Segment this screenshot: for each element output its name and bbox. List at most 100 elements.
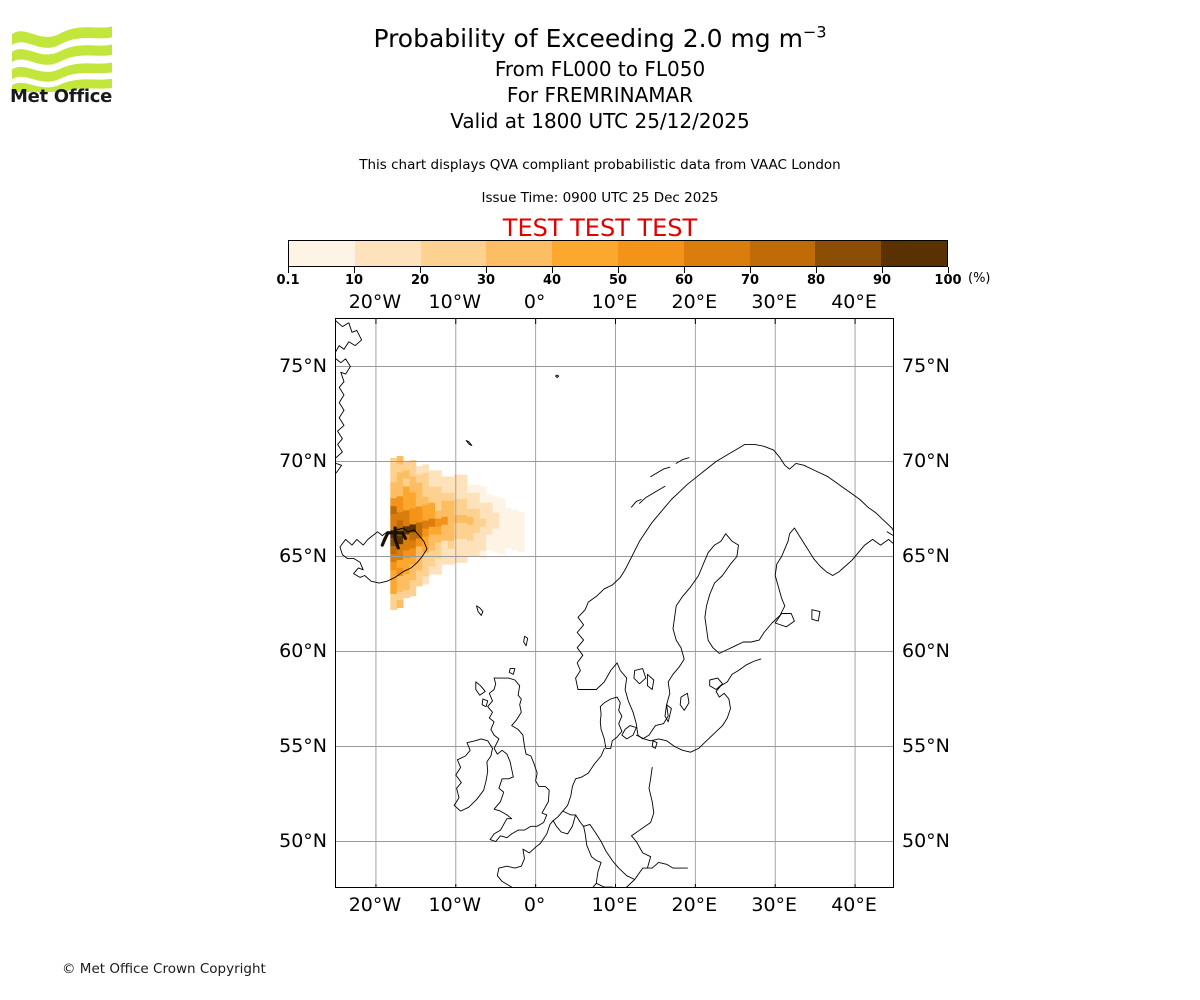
colorbar-swatch-7	[749, 241, 816, 266]
ash-grid-cell	[409, 492, 417, 501]
ash-grid-cell	[492, 496, 500, 505]
ash-grid-cell	[473, 548, 481, 557]
ash-grid-cell	[422, 520, 430, 529]
ash-grid-cell	[447, 540, 455, 549]
coastline-path	[583, 823, 653, 880]
ash-grid-cell	[447, 524, 455, 533]
ash-grid-cell	[492, 512, 500, 521]
colorbar-swatch-3	[486, 241, 553, 266]
ash-grid-cell	[409, 476, 417, 485]
ash-grid-cell	[415, 569, 423, 579]
ash-grid-cell	[396, 519, 404, 529]
ash-grid-cell	[492, 504, 500, 513]
ash-probability-heatmap	[390, 455, 525, 610]
ash-grid-cell	[454, 490, 461, 499]
ash-grid-cell	[409, 524, 417, 533]
ash-grid-cell	[422, 496, 430, 505]
ash-grid-cell	[428, 534, 436, 543]
lat-label-left-70°N: 70°N	[279, 449, 327, 472]
ash-grid-cell	[396, 551, 404, 561]
coastline-path	[336, 320, 363, 352]
ash-grid-cell	[390, 561, 398, 571]
ash-grid-cell	[479, 550, 487, 559]
ash-grid-cell	[396, 559, 404, 569]
lat-label-right-70°N: 70°N	[902, 449, 950, 472]
ash-grid-cell	[486, 526, 493, 535]
graticule-grid	[336, 319, 893, 887]
ash-grid-cell	[422, 528, 430, 537]
ash-grid-cell	[435, 486, 442, 495]
ash-grid-cell	[454, 530, 461, 539]
ash-grid-cell	[428, 558, 436, 567]
coastline-path	[611, 886, 613, 887]
map-plot-area[interactable]	[335, 318, 894, 888]
coastline-path	[476, 605, 484, 616]
ash-grid-cell	[403, 549, 410, 559]
ash-grid-cell	[415, 577, 423, 587]
coastline-path	[475, 681, 486, 696]
lon-label-20°W: 20°W	[348, 291, 402, 313]
ash-grid-cell	[492, 520, 500, 529]
colorbar-ticks	[288, 267, 949, 275]
ash-grid-cell	[511, 509, 519, 519]
ash-grid-cell	[460, 530, 468, 539]
ash-grid-cell	[460, 522, 468, 531]
ash-grid-cell	[441, 500, 449, 509]
volcano-marker-stroke	[393, 537, 400, 550]
ash-grid-cell	[447, 556, 455, 565]
colorbar-swatch-2	[420, 241, 487, 266]
ash-grid-cell	[435, 542, 442, 551]
ash-grid-cell	[505, 539, 513, 549]
ash-grid-cell	[441, 556, 449, 565]
colorbar-tick	[552, 267, 553, 273]
qva-compliance-note: This chart displays QVA compliant probab…	[359, 157, 841, 173]
coastline-path	[577, 527, 893, 740]
ash-grid-cell	[428, 494, 436, 503]
ash-grid-cell	[422, 504, 430, 513]
ash-grid-cell	[466, 548, 474, 557]
ash-grid-cell	[409, 571, 417, 581]
volcano-source-marker	[380, 526, 408, 550]
ash-grid-cell	[460, 546, 468, 555]
coastline-path	[481, 698, 489, 708]
ash-grid-cell	[415, 562, 423, 571]
lat-label-left-60°N: 60°N	[279, 639, 327, 662]
coastline-path	[339, 527, 428, 584]
ash-grid-cell	[396, 583, 404, 593]
ash-grid-cell	[511, 525, 519, 535]
ash-grid-cell	[441, 532, 449, 541]
ash-grid-cell	[473, 516, 481, 525]
coastline-path	[774, 613, 795, 628]
coastline-path	[523, 635, 529, 647]
lat-label-left-50°N: 50°N	[279, 829, 327, 852]
ash-grid-cell	[396, 543, 404, 553]
ash-grid-cell	[409, 508, 417, 517]
ash-grid-cell	[390, 465, 398, 475]
ash-grid-cell	[486, 494, 493, 503]
ash-grid-cell	[435, 510, 442, 519]
coastline-path	[639, 485, 666, 504]
lon-label-30°E: 30°E	[751, 291, 798, 313]
ash-grid-cell	[473, 500, 481, 509]
ash-grid-cell	[454, 474, 461, 483]
ash-grid-cell	[390, 481, 398, 491]
ash-grid-cell	[498, 530, 506, 539]
lon-label-10°E: 10°E	[591, 291, 638, 313]
ash-grid-cell	[479, 494, 487, 503]
lon-label-40°E: 40°E	[831, 291, 877, 313]
ash-grid-cell	[479, 502, 487, 511]
ash-grid-cell	[435, 502, 442, 511]
ash-grid-cell	[511, 541, 519, 551]
ash-grid-cell	[492, 528, 500, 537]
lon-label-10°E: 10°E	[591, 894, 638, 916]
ash-grid-cell	[403, 541, 410, 551]
coastline-path	[651, 861, 688, 869]
ash-grid-cell	[415, 522, 423, 531]
colorbar-tick	[618, 267, 619, 273]
ash-grid-cell	[409, 531, 417, 541]
ash-grid-cell	[409, 563, 417, 573]
ash-grid-cell	[505, 516, 513, 525]
lat-label-left-75°N: 75°N	[279, 354, 327, 377]
coastlines	[336, 320, 893, 887]
lon-label-10°W: 10°W	[428, 291, 482, 313]
